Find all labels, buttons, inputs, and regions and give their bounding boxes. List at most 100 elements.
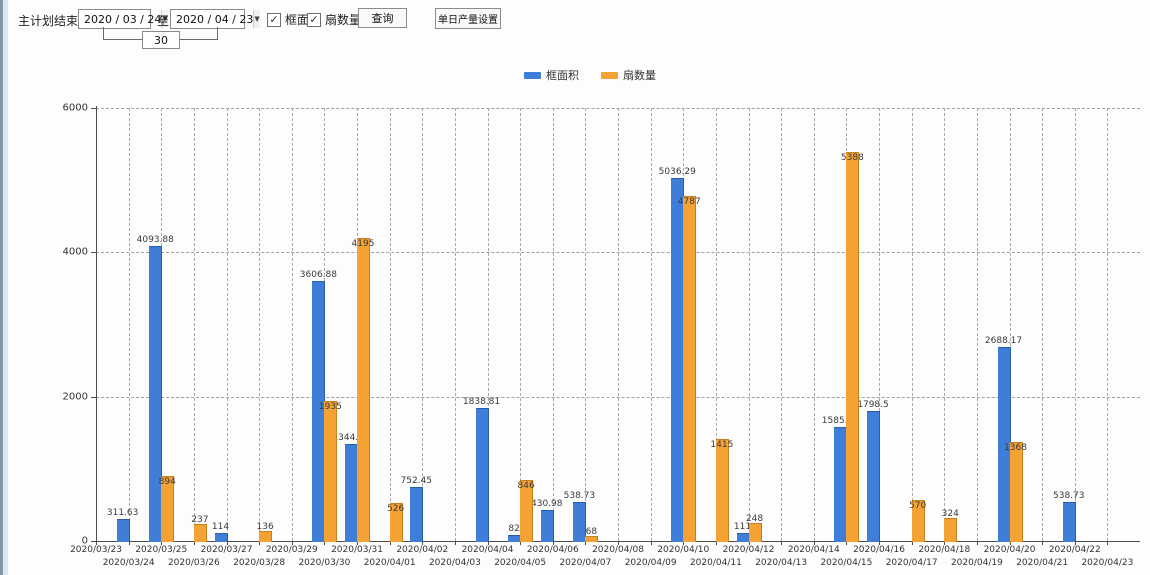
bar-value-label: 4787	[677, 197, 701, 207]
y-axis-tick	[91, 541, 96, 542]
x-gridline	[748, 108, 750, 541]
bar-框面积-2020/03/24	[116, 519, 130, 542]
checkbox-checked-icon: ✓	[307, 12, 321, 27]
x-gridline	[879, 108, 880, 541]
bar-扇数量-2020/04/10	[683, 196, 697, 542]
x-axis-label: 2020/04/02	[396, 545, 449, 555]
x-axis-tick	[1009, 541, 1011, 545]
date-to-combo[interactable]: 2020 / 04 / 23 ▼	[170, 9, 260, 29]
x-axis-tick	[487, 541, 489, 545]
bar-value-label: 5036.29	[658, 167, 696, 177]
y-axis	[96, 106, 97, 541]
x-axis-label: 2020/03/26	[167, 558, 220, 568]
date-from-combo[interactable]: 2020 / 03 / 24 ▼	[78, 9, 168, 29]
bar-value-label: 3606.88	[299, 270, 337, 280]
x-axis-label: 2020/04/20	[983, 545, 1036, 555]
bar-value-label: 4093.88	[136, 235, 174, 245]
query-button[interactable]: 查询	[358, 8, 407, 28]
x-axis-tick	[879, 541, 880, 545]
x-axis-tick	[226, 541, 228, 545]
x-axis-tick	[291, 541, 293, 545]
x-axis-label: 2020/04/14	[787, 545, 840, 555]
legend-item: 扇数量	[601, 67, 656, 83]
bar-扇数量-2020/04/17	[911, 500, 925, 542]
bar-框面积-2020/03/25	[149, 246, 163, 542]
x-gridline	[422, 108, 424, 541]
days-input[interactable]: 30	[142, 31, 180, 49]
x-axis-label: 2020/04/05	[494, 558, 547, 568]
bar-value-label: 237	[191, 515, 209, 525]
daily-output-settings-button[interactable]: 单日产量设置	[435, 8, 501, 29]
checkbox-checked-icon: ✓	[267, 12, 281, 27]
x-axis-label: 2020/04/15	[820, 558, 873, 568]
x-axis-label: 2020/03/28	[233, 558, 286, 568]
y-axis-tick	[91, 252, 96, 254]
x-axis-label: 2020/04/17	[885, 558, 938, 568]
bar-value-label: 1838.81	[462, 397, 501, 407]
bar-扇数量-2020/04/20	[1009, 442, 1023, 542]
bar-框面积-2020/04/04	[475, 408, 489, 542]
x-axis-tick	[911, 541, 913, 545]
x-axis-label: 2020/04/01	[363, 558, 416, 568]
x-axis-tick	[357, 541, 358, 545]
x-axis-tick	[193, 541, 195, 545]
bar-value-label: 1585.96	[821, 416, 859, 426]
x-axis-tick	[259, 541, 261, 545]
checkbox-fan-count[interactable]: ✓ 扇数量	[307, 11, 361, 28]
y-axis-label: 0	[81, 535, 88, 547]
x-axis-label: 2020/03/25	[135, 545, 188, 555]
x-gridline	[976, 108, 978, 541]
x-axis-tick	[520, 541, 522, 545]
bar-扇数量-2020/04/15	[846, 152, 860, 542]
x-axis-label: 2020/04/07	[559, 558, 612, 568]
x-axis-label: 2020/03/27	[200, 545, 253, 555]
bar-value-label: 111	[733, 522, 752, 532]
bar-value-label: 311.63	[106, 508, 139, 518]
bar-value-label: 136	[256, 522, 274, 532]
bar-扇数量-2020/04/12	[748, 523, 762, 542]
bar-框面积-2020/04/02	[410, 487, 424, 542]
x-gridline	[193, 108, 195, 541]
x-axis-label: 2020/03/31	[331, 545, 383, 555]
bar-扇数量-2020/03/30	[324, 401, 338, 542]
x-axis-tick	[618, 541, 619, 545]
window-edge	[0, 0, 3, 575]
x-axis-label: 2020/03/23	[70, 545, 122, 555]
bar-value-label: 526	[387, 504, 405, 514]
y-axis-label: 2000	[62, 391, 88, 403]
x-gridline	[813, 108, 815, 541]
x-axis-tick	[683, 541, 685, 545]
bar-框面积-2020/04/07	[573, 502, 587, 542]
y-axis-tick	[91, 396, 96, 398]
bar-扇数量-2020/03/28	[259, 531, 273, 542]
x-axis-tick	[585, 541, 587, 545]
x-axis-tick	[454, 541, 456, 545]
x-axis-label: 2020/03/29	[265, 545, 318, 555]
x-gridline	[226, 108, 228, 541]
bar-value-label: 538.73	[563, 491, 596, 501]
bar-value-label: 4195	[351, 239, 375, 249]
bar-框面积-2020/04/16	[867, 411, 880, 542]
x-gridline	[454, 108, 456, 541]
y-axis-label: 4000	[62, 246, 88, 258]
bar-扇数量-2020/03/31	[357, 238, 370, 542]
x-axis-label: 2020/04/04	[461, 545, 514, 555]
date-from-dropdown-button[interactable]: ▼	[161, 10, 168, 28]
x-gridline	[650, 108, 652, 541]
x-axis-tick	[161, 541, 163, 545]
x-axis-tick	[748, 541, 750, 545]
x-axis-tick	[813, 541, 815, 545]
x-axis-tick	[422, 541, 424, 545]
bar-扇数量-2020/04/01	[389, 503, 403, 542]
x-axis-tick	[650, 541, 652, 545]
date-to-dropdown-button[interactable]: ▼	[253, 10, 260, 28]
date-from-value: 2020 / 03 / 24	[84, 12, 162, 26]
bar-value-label: 1798.5	[857, 400, 889, 410]
x-axis-label: 2020/04/19	[950, 558, 1003, 568]
bar-value-label: 248	[745, 514, 764, 524]
bar-value-label: 1344.95	[332, 433, 370, 443]
bar-value-label: 324	[941, 509, 959, 519]
x-gridline	[520, 108, 522, 541]
bar-value-label: 846	[517, 481, 535, 491]
